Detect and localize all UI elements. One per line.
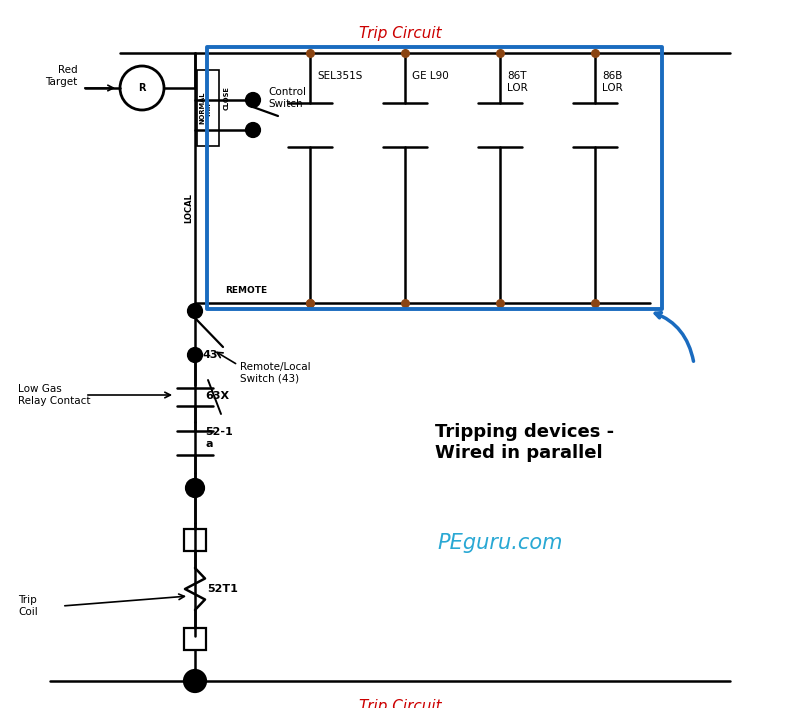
Text: SEL351S: SEL351S <box>317 71 362 81</box>
Text: Low Gas
Relay Contact: Low Gas Relay Contact <box>18 384 90 406</box>
Text: 52-1
a: 52-1 a <box>205 427 233 449</box>
Text: 86B
LOR: 86B LOR <box>602 71 623 93</box>
Text: Tripping devices -
Wired in parallel: Tripping devices - Wired in parallel <box>435 423 614 462</box>
Bar <box>184 628 206 650</box>
Bar <box>184 529 206 551</box>
Bar <box>197 70 219 146</box>
Circle shape <box>246 93 260 107</box>
Text: NORMAL
TRIP: NORMAL TRIP <box>199 92 212 124</box>
Text: Trip Circuit: Trip Circuit <box>359 699 441 708</box>
Text: CLOSE: CLOSE <box>224 86 230 110</box>
Bar <box>207 47 662 309</box>
Text: PEguru.com: PEguru.com <box>437 533 563 553</box>
Text: 63X: 63X <box>205 391 229 401</box>
Circle shape <box>186 479 204 497</box>
Text: Trip
Coil: Trip Coil <box>18 595 38 617</box>
Text: Red
Target: Red Target <box>45 65 77 87</box>
Text: Trip Circuit: Trip Circuit <box>359 26 441 41</box>
Text: REMOTE: REMOTE <box>225 286 267 295</box>
Text: GE L90: GE L90 <box>412 71 448 81</box>
Text: Control
Switch: Control Switch <box>268 87 306 109</box>
Circle shape <box>188 304 202 318</box>
Text: Remote/Local
Switch (43): Remote/Local Switch (43) <box>240 362 311 384</box>
Circle shape <box>246 123 260 137</box>
Text: 52T1: 52T1 <box>207 584 237 594</box>
Circle shape <box>188 348 202 362</box>
Text: 86T
LOR: 86T LOR <box>507 71 528 93</box>
Text: 43: 43 <box>202 350 217 360</box>
Text: R: R <box>138 83 146 93</box>
Circle shape <box>184 670 206 692</box>
Text: LOCAL: LOCAL <box>184 193 193 223</box>
